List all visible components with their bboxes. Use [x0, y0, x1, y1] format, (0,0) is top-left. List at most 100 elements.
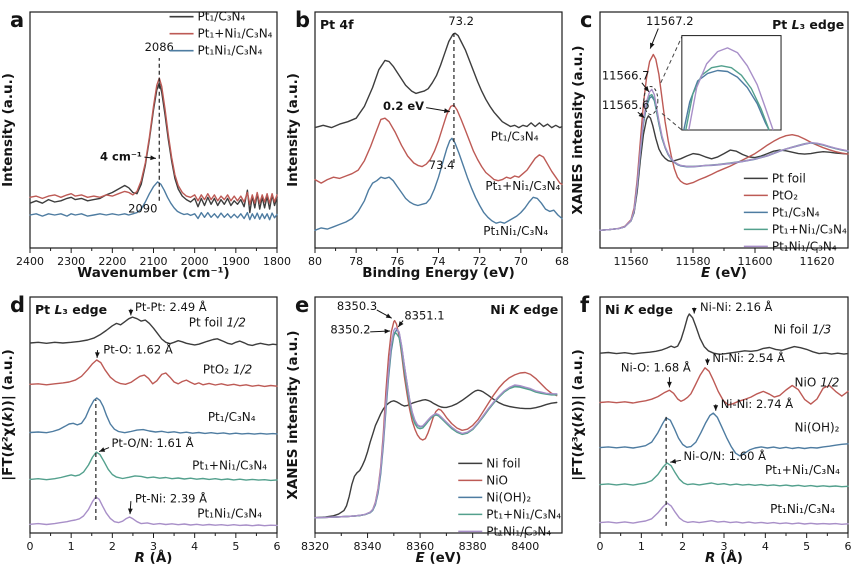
curve-label: Pt₁Ni₁/C₃N₄: [197, 507, 262, 521]
annotation: Pt-O: 1.62 Å: [103, 342, 173, 357]
curve-pto2-1-2: [29, 359, 278, 388]
x-tick-label: 5: [232, 540, 239, 553]
panel-letter-a: a: [10, 8, 24, 32]
x-tick-label: 11620: [800, 255, 835, 268]
x-tick-label: 2400: [16, 255, 44, 268]
x-tick-label: 6: [845, 540, 852, 553]
curve-pt1-ni1-c3n4: [29, 451, 278, 482]
curve-pt1ni1-c3n4: [29, 496, 278, 527]
annotation: 2090: [128, 202, 157, 216]
arrow-head: [667, 381, 672, 388]
annotation: Ni-Ni: 2.74 Å: [721, 396, 794, 411]
curve-pto2: [599, 53, 849, 232]
x-axis-label: E (eV): [701, 265, 747, 281]
annotation: 11566.7: [602, 68, 650, 82]
x-tick-label: 1800: [263, 255, 291, 268]
x-tick-label: 8380: [459, 540, 487, 553]
panel-a: a 2400 2300 2200 2100 2000 1900 1800 Wavenumber …: [0, 8, 291, 281]
x-tick-label: 74: [432, 255, 446, 268]
x-axis-label: Wavenumber (cm⁻¹): [77, 265, 229, 281]
arrow-head: [670, 458, 677, 464]
arrow-head: [691, 308, 697, 314]
peak-highlight-ellipse: [643, 86, 659, 115]
x-axis-label: Binding Energy (eV): [362, 265, 515, 281]
x-tick-label: 78: [349, 255, 363, 268]
panel-c: c 11560 11580 11600 11620 E (eV) XANES intensi…: [570, 8, 849, 281]
arrow-head: [398, 321, 404, 327]
x-tick-label: 2000: [181, 255, 209, 268]
curve-label: Pt₁/C₃N₄: [491, 130, 539, 144]
y-axis-label: XANES intensity (a.u.): [570, 45, 586, 214]
x-tick-label: 2: [679, 540, 686, 553]
x-tick-label: 3: [150, 540, 157, 553]
x-tick-label: 80: [308, 255, 322, 268]
legend: Pt foil PtO₂ Pt₁/C₃N₄ Pt₁+Ni₁/C₃N₄ Pt₁Ni₁/C₃…: [743, 171, 847, 253]
curve-pt1-c3n4: [29, 397, 278, 435]
arrow-head: [94, 352, 100, 358]
curve-ni-oh-2: [599, 412, 849, 457]
annotation: 11565.6: [602, 98, 650, 112]
legend-item-label: Pt₁Ni₁/C₃N₄: [772, 239, 837, 253]
curve-label: NiO 1/2: [795, 376, 840, 390]
arrow-head: [99, 447, 106, 452]
annotation: 8350.2: [330, 323, 370, 337]
x-tick-label: 1900: [222, 255, 250, 268]
curve-nio-1-2: [599, 367, 849, 406]
legend-item-label: Ni foil: [486, 456, 520, 470]
panel-title-c: Pt L₃ edge: [772, 17, 844, 32]
curve-label: Pt₁+Ni₁/C₃N₄: [192, 458, 267, 472]
panel-letter-c: c: [580, 8, 592, 32]
curve-label: Ni(OH)₂: [795, 421, 840, 435]
curve-pt1ni1-c3n4: [599, 502, 849, 526]
curve-pt1ni1-c3n4: [599, 88, 849, 232]
panel-letter-f: f: [580, 293, 590, 317]
y-axis-label: Intensity (a.u.): [0, 73, 16, 187]
curve-ni-foil-1-3: [599, 313, 849, 356]
x-tick-label: 70: [514, 255, 528, 268]
panel-title-d: Pt L₃ edge: [35, 302, 107, 317]
curve-pt1ni1-c3n4: [314, 137, 563, 232]
annotation: Pt-Ni: 2.39 Å: [135, 490, 207, 505]
arrow-head: [650, 42, 655, 49]
panel-b: b 80 78 76 74 72 70 68 Binding Energy (eV) Intens…: [285, 8, 569, 281]
arrow-head: [385, 313, 392, 319]
curve-pt1-ni1-c3n4: [29, 77, 278, 206]
curve-label: Pt₁/C₃N₄: [208, 410, 256, 424]
x-tick-label: 8360: [406, 540, 434, 553]
panel-title-b: Pt 4f: [320, 17, 354, 32]
legend-item-label: PtO₂: [772, 188, 798, 202]
annotation: 4 cm⁻¹: [100, 150, 142, 164]
annotation: Pt-Pt: 2.49 Å: [135, 299, 207, 314]
x-tick-label: 2100: [140, 255, 168, 268]
curve-label: Pt₁Ni₁/C₃N₄: [483, 224, 548, 238]
x-tick-label: 11580: [676, 255, 711, 268]
annotation: Pt-O/N: 1.61 Å: [112, 435, 194, 450]
legend-item-label: Pt₁/C₃N₄: [772, 205, 820, 219]
x-tick-label: 4: [191, 540, 198, 553]
arrow-head: [443, 108, 450, 114]
curve-label: Pt₁+Ni₁/C₃N₄: [765, 463, 840, 477]
legend-item-label: Pt₁/C₃N₄: [198, 10, 246, 24]
panel-title-f: Ni K edge: [605, 302, 673, 317]
x-axis-label: E (eV): [416, 550, 462, 566]
annotation: 0.2 eV: [383, 99, 424, 113]
curve-label: Pt foil 1/2: [189, 316, 246, 330]
panel-letter-b: b: [295, 8, 310, 32]
arrow-head: [713, 405, 719, 411]
panel-f: f 0 1 2 3 4 5 6 R (Å) |FT(k³χ(k))| (a.u.) Ni K edg…: [570, 293, 852, 566]
annotation: Ni-O/N: 1.60 Å: [683, 448, 766, 463]
panel-title-e: Ni K edge: [490, 302, 558, 317]
curve-label: Ni foil 1/3: [774, 323, 832, 337]
x-tick-label: 76: [390, 255, 404, 268]
panel-e: e 8320 8340 8360 8380 8400 E (eV) XANES intensi…: [285, 293, 563, 566]
curve-pt1ni1-c3n4: [29, 181, 278, 221]
y-axis-label: Intensity (a.u.): [285, 73, 301, 187]
x-tick-label: 5: [803, 540, 810, 553]
x-tick-label: 72: [473, 255, 487, 268]
x-tick-label: 11560: [614, 255, 649, 268]
x-tick-label: 0: [27, 540, 34, 553]
arrow-head: [638, 112, 645, 118]
panel-letter-e: e: [295, 293, 309, 317]
x-tick-label: 11600: [738, 255, 773, 268]
